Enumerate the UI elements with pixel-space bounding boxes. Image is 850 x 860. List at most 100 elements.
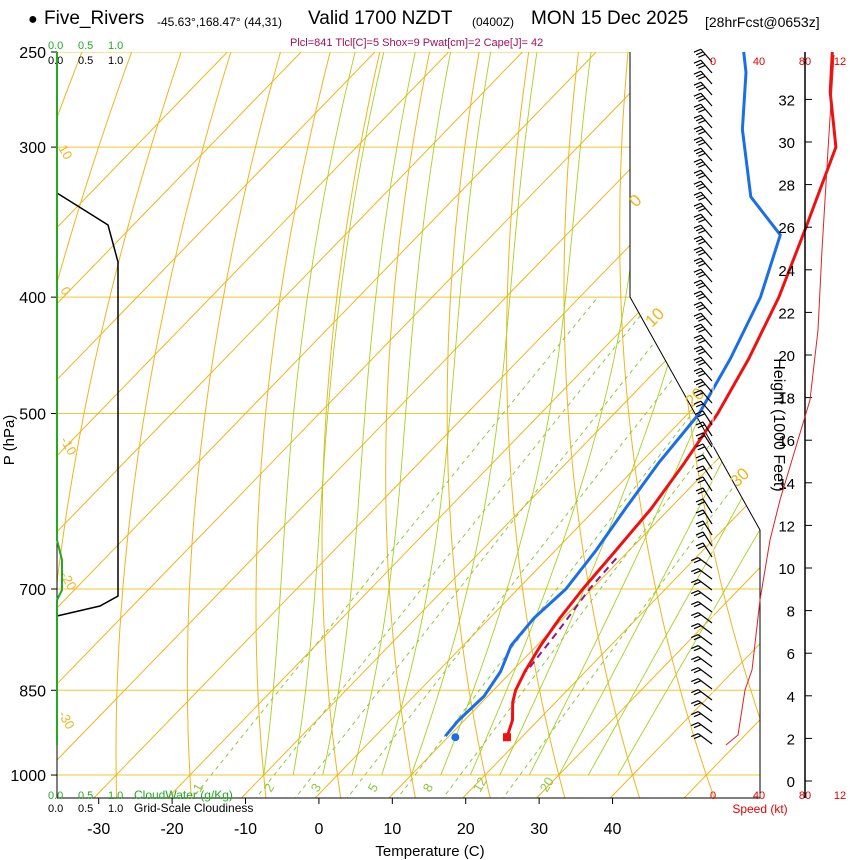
wind-barb-feather bbox=[695, 117, 704, 122]
x-tick-label: 30 bbox=[530, 821, 548, 838]
y-tick-label: 700 bbox=[19, 582, 46, 599]
wind-barb-feather bbox=[693, 235, 702, 240]
wind-barb-feather bbox=[693, 389, 702, 394]
wind-barb-feather bbox=[695, 359, 704, 364]
mixing-ratio-label: 5 bbox=[365, 781, 382, 795]
wind-barb-feather bbox=[695, 454, 704, 459]
cloudiness-scale-label: 0.0 bbox=[48, 55, 63, 67]
wind-barb-feather bbox=[695, 161, 704, 166]
x-tick-label: -30 bbox=[87, 821, 110, 838]
wind-barb-feather bbox=[695, 95, 704, 100]
wind-barb bbox=[693, 191, 713, 206]
moist-adiabat-line bbox=[322, 52, 416, 776]
wind-barb bbox=[690, 623, 713, 635]
wind-barb-feather bbox=[695, 531, 704, 536]
wind-barb-feather bbox=[693, 279, 702, 284]
wind-barb-feather bbox=[697, 534, 706, 539]
wind-barb-feather bbox=[693, 669, 702, 674]
wind-barb bbox=[690, 568, 713, 580]
wind-barb-feather bbox=[693, 268, 702, 273]
wind-barb bbox=[693, 59, 713, 74]
wind-barb-feather bbox=[690, 623, 699, 628]
wind-barb-feather bbox=[695, 282, 704, 287]
wind-barb-feather bbox=[698, 86, 706, 91]
wind-barb bbox=[695, 421, 713, 437]
wind-barb-feather bbox=[693, 70, 702, 75]
wind-barb-feather bbox=[693, 356, 702, 361]
wind-barb-feather bbox=[693, 246, 702, 251]
wind-barb-feather bbox=[693, 290, 702, 295]
wind-barb-feather bbox=[693, 724, 702, 729]
height-tick-label: 12 bbox=[778, 518, 795, 535]
height-tick-label: 0 bbox=[787, 774, 795, 791]
wind-barb-feather bbox=[695, 509, 704, 514]
mixing-ratio-line bbox=[502, 450, 760, 798]
wind-barb-feather bbox=[695, 194, 704, 199]
wind-barb-staff bbox=[697, 612, 713, 624]
wind-barb bbox=[690, 733, 713, 745]
wind-barb-staff bbox=[697, 645, 713, 657]
wind-barb-feather bbox=[695, 84, 704, 89]
cloudiness-scale-label: 1.0 bbox=[108, 55, 123, 67]
wind-barb bbox=[693, 213, 713, 228]
wind-barb bbox=[693, 202, 713, 217]
wind-barb bbox=[693, 48, 713, 63]
wind-barb-feather bbox=[693, 257, 702, 262]
moist-adiabat-line bbox=[292, 52, 385, 776]
wind-barb-feather bbox=[695, 293, 704, 298]
wind-barb-feather bbox=[690, 612, 699, 617]
wind-barb-feather bbox=[697, 523, 706, 528]
wind-barb bbox=[690, 634, 713, 646]
wind-barb-feather bbox=[698, 317, 706, 322]
wind-barb-staff bbox=[697, 722, 713, 734]
height-tick-label: 8 bbox=[787, 604, 795, 621]
wind-barb bbox=[693, 257, 713, 272]
cloud-scale-label: 0.0 bbox=[48, 40, 63, 52]
wind-barb-feather bbox=[695, 542, 704, 547]
wind-barb-feather bbox=[698, 97, 706, 102]
wind-barb-feather bbox=[693, 125, 702, 130]
height-tick-label: 26 bbox=[778, 220, 795, 237]
wind-barb-feather bbox=[698, 284, 706, 289]
wind-barb-staff bbox=[697, 601, 713, 613]
wind-barb-feather bbox=[690, 557, 699, 562]
wind-barb-feather bbox=[695, 370, 704, 375]
wind-barb-feather bbox=[698, 328, 706, 333]
wind-barb bbox=[690, 645, 713, 657]
wind-barb bbox=[693, 81, 713, 96]
wind-barb bbox=[693, 312, 713, 327]
wind-barb-feather bbox=[693, 581, 702, 586]
mixing-ratio-label: 20 bbox=[537, 774, 557, 794]
dry-adiabat-line bbox=[506, 52, 566, 798]
wind-barb-feather bbox=[690, 645, 699, 650]
plot-right-edge bbox=[629, 52, 761, 798]
wind-barb-feather bbox=[698, 174, 706, 179]
wind-barb-feather bbox=[698, 350, 706, 355]
wind-barb-feather bbox=[697, 490, 706, 495]
wind-barb bbox=[695, 487, 713, 503]
wind-barb-feather bbox=[693, 658, 702, 663]
wind-barb-feather bbox=[693, 103, 702, 108]
dry-adiabat-line bbox=[57, 52, 133, 285]
wind-barb bbox=[693, 301, 713, 316]
wind-barb bbox=[693, 169, 713, 184]
wind-barb-feather bbox=[690, 689, 699, 694]
height-tick-label: 28 bbox=[778, 178, 795, 195]
wind-barb-feather bbox=[695, 381, 704, 386]
wind-barb bbox=[695, 476, 713, 492]
station-dot: ● bbox=[28, 11, 38, 28]
isotherm-line bbox=[536, 566, 760, 798]
x-tick-label: 10 bbox=[383, 821, 401, 838]
dewpoint-line bbox=[444, 51, 782, 738]
x-tick-label: 0 bbox=[314, 821, 323, 838]
wind-barb bbox=[693, 92, 713, 107]
isotherm-line bbox=[57, 52, 302, 305]
wind-barb-feather bbox=[698, 119, 706, 124]
wind-barb-feather bbox=[698, 207, 706, 212]
height-tick-label: 16 bbox=[778, 433, 795, 450]
wind-barb-feather bbox=[695, 498, 704, 503]
wind-barb-feather bbox=[698, 152, 706, 157]
wind-barb-feather bbox=[693, 636, 702, 641]
valid-time: Valid 1700 NZDT bbox=[308, 8, 453, 29]
wind-barb-feather bbox=[695, 392, 704, 397]
